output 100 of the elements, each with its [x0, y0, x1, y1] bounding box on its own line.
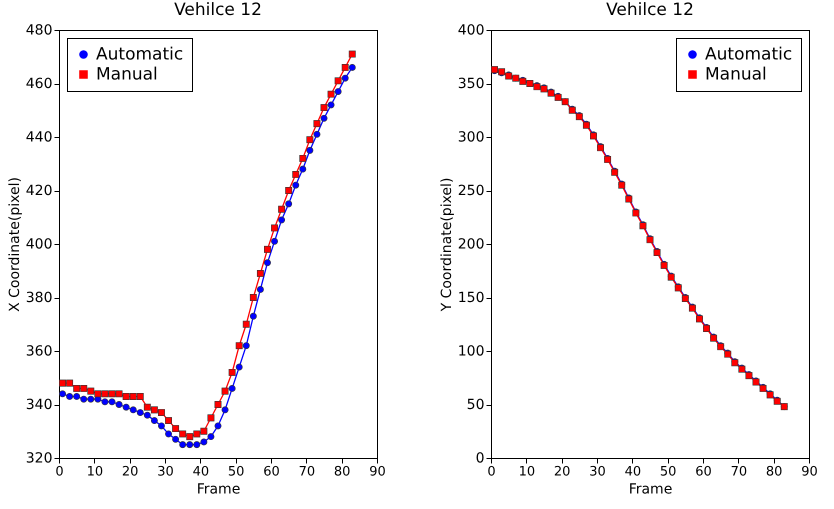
x-tick-label: 70 [730, 464, 748, 480]
point [334, 88, 342, 95]
point [214, 422, 222, 430]
point [200, 428, 208, 435]
point [299, 166, 306, 173]
point [193, 441, 200, 448]
y-tick-label: 420 [26, 183, 52, 199]
x-tick-label: 30 [589, 464, 606, 480]
point [116, 390, 123, 398]
point [292, 182, 300, 189]
y-tick-label: 200 [458, 236, 484, 252]
point [179, 441, 186, 448]
point [94, 390, 102, 398]
x-tick-label: 60 [263, 464, 280, 480]
point [150, 417, 158, 424]
point [186, 433, 194, 440]
point [320, 104, 328, 112]
point [334, 77, 342, 84]
point [122, 393, 130, 400]
point [165, 417, 172, 424]
y-tick-label: 400 [26, 236, 52, 252]
x-tick-label: 0 [487, 464, 496, 480]
y-tick-label: 320 [26, 450, 52, 466]
x-tick-label: 40 [192, 464, 210, 480]
x-tick-label: 40 [624, 464, 642, 480]
legend-label: Manual [705, 64, 767, 84]
point [158, 422, 165, 430]
point [207, 433, 214, 440]
y-tick-label: 250 [458, 183, 484, 199]
point [228, 368, 236, 376]
point [328, 101, 335, 108]
y-tick-label: 340 [26, 397, 52, 413]
point [130, 393, 137, 400]
point [214, 401, 222, 408]
point [250, 312, 257, 320]
point [179, 430, 186, 438]
point [342, 64, 349, 71]
point [271, 238, 278, 245]
point [200, 438, 208, 446]
point [306, 146, 314, 154]
x-tick-label: 50 [228, 464, 244, 480]
y-tick-label: 50 [466, 397, 484, 413]
point [264, 259, 271, 266]
y-tick-label: 460 [26, 76, 52, 92]
point [278, 206, 286, 213]
point [193, 430, 200, 438]
point [122, 404, 130, 411]
point [328, 90, 335, 98]
y-tick-label: 0 [476, 450, 484, 466]
y-tick-label: 150 [458, 290, 484, 306]
point [80, 384, 88, 392]
point [292, 170, 300, 178]
point [101, 398, 108, 406]
y-tick-label: 350 [458, 76, 484, 92]
x-tick-label: 80 [766, 464, 782, 480]
point [278, 216, 286, 224]
y-tick-label: 300 [458, 130, 484, 146]
point [87, 388, 94, 395]
point [285, 200, 292, 208]
x-tick-label: 20 [554, 464, 570, 480]
x-tick-label: 50 [660, 464, 676, 480]
point [87, 396, 94, 403]
legend-label: Manual [96, 64, 158, 84]
point [165, 430, 172, 438]
point [348, 64, 356, 71]
point [80, 396, 88, 403]
chart-title: Vehilce 12 [174, 0, 262, 20]
x-tick-label: 60 [695, 464, 712, 480]
point [299, 154, 306, 162]
y-tick-label: 440 [26, 130, 52, 146]
point [250, 294, 257, 301]
y-tick-label: 360 [26, 344, 52, 360]
point [136, 393, 144, 400]
point [264, 246, 271, 253]
x-axis-title: Frame [628, 482, 672, 498]
y-tick-label: 400 [458, 22, 484, 38]
point [348, 50, 356, 58]
point [271, 224, 278, 232]
x-tick-label: 20 [122, 464, 138, 480]
point [73, 393, 80, 400]
point [320, 114, 328, 122]
point [158, 409, 165, 416]
x-tick-label: 0 [55, 464, 64, 480]
legend-label: Automatic [96, 44, 184, 64]
y-tick-label: 480 [26, 22, 52, 38]
point [222, 406, 229, 414]
point [101, 390, 108, 398]
x-tick-label: 80 [334, 464, 350, 480]
point [242, 342, 250, 350]
point [236, 342, 243, 350]
point [144, 412, 151, 419]
point [313, 130, 320, 138]
y-tick-label: 100 [458, 344, 484, 360]
point [108, 398, 116, 406]
point [236, 364, 243, 371]
chart-title: Vehilce 12 [606, 0, 694, 20]
point [144, 404, 151, 411]
point [228, 384, 236, 392]
legend-label: Automatic [705, 44, 792, 64]
point [256, 270, 264, 277]
